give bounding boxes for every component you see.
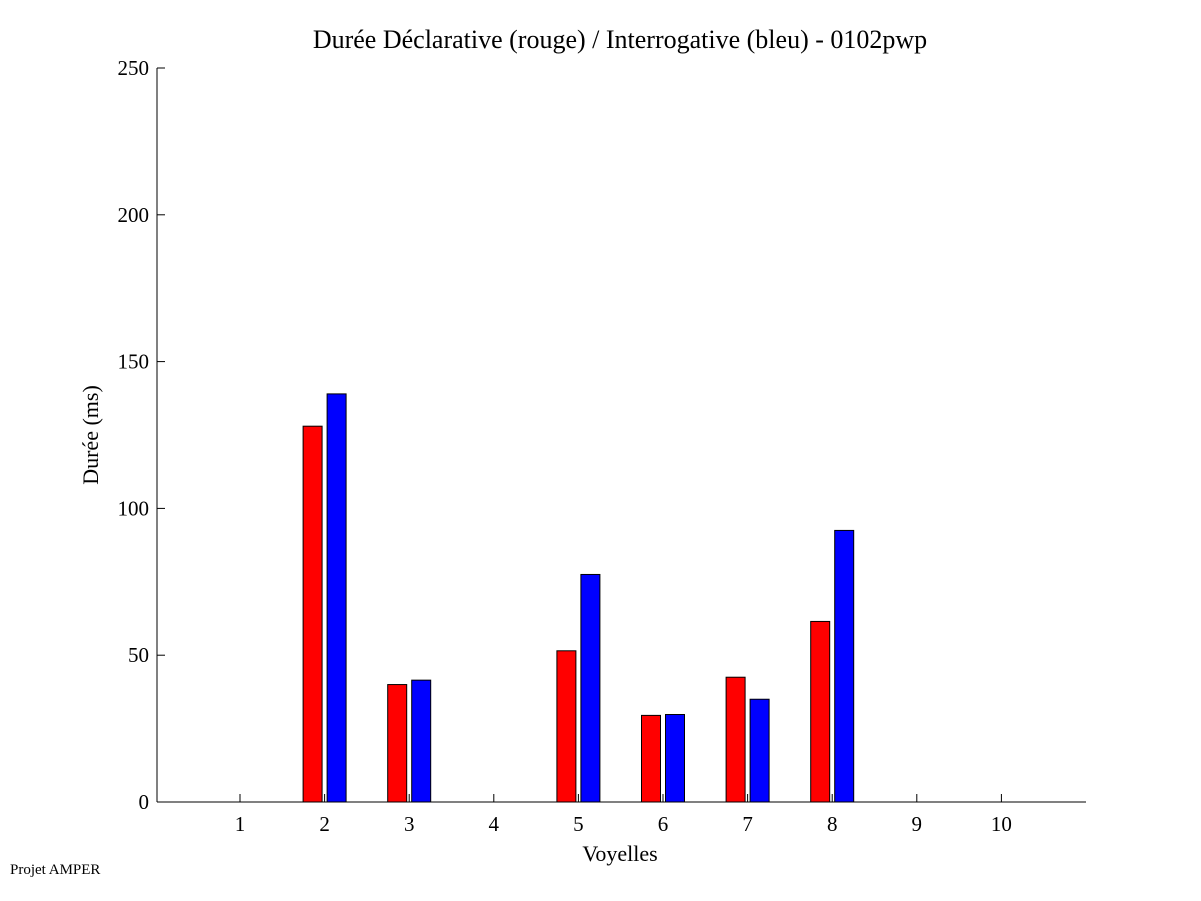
x-tick-label: 1 — [235, 812, 246, 836]
bar — [326, 393, 347, 803]
y-tick-label: 50 — [128, 643, 149, 667]
x-tick-label: 7 — [742, 812, 753, 836]
bar — [387, 684, 408, 803]
bar — [834, 529, 855, 803]
footer-credit: Projet AMPER — [10, 862, 101, 878]
bar — [411, 679, 432, 803]
bar — [725, 676, 746, 803]
x-tick-label: 8 — [827, 812, 838, 836]
x-tick-label: 10 — [991, 812, 1012, 836]
x-tick-label: 3 — [404, 812, 415, 836]
y-axis-label: Durée (ms) — [78, 385, 103, 485]
bar — [749, 698, 770, 803]
bar — [665, 714, 685, 803]
x-tick-label: 2 — [319, 812, 330, 836]
chart-title: Durée Déclarative (rouge) / Interrogativ… — [313, 25, 927, 54]
x-tick-label: 9 — [912, 812, 923, 836]
y-tick-label: 250 — [118, 56, 150, 80]
y-tick-label: 100 — [118, 496, 150, 520]
bars — [302, 393, 855, 803]
bar — [556, 650, 577, 803]
x-tick-label: 4 — [489, 812, 500, 836]
x-tick-label: 6 — [658, 812, 669, 836]
y-tick-label: 150 — [118, 350, 150, 374]
axes: 0 50 100 150 200 250 1 2 3 4 5 6 7 8 9 10 — [118, 56, 1086, 836]
x-tick-label: 5 — [573, 812, 584, 836]
y-tick-label: 200 — [118, 203, 150, 227]
x-axis-label: Voyelles — [582, 841, 657, 866]
bar — [810, 620, 831, 803]
bar — [641, 714, 661, 803]
bar — [580, 573, 601, 803]
y-tick-label: 0 — [139, 790, 150, 814]
bar — [302, 425, 323, 803]
